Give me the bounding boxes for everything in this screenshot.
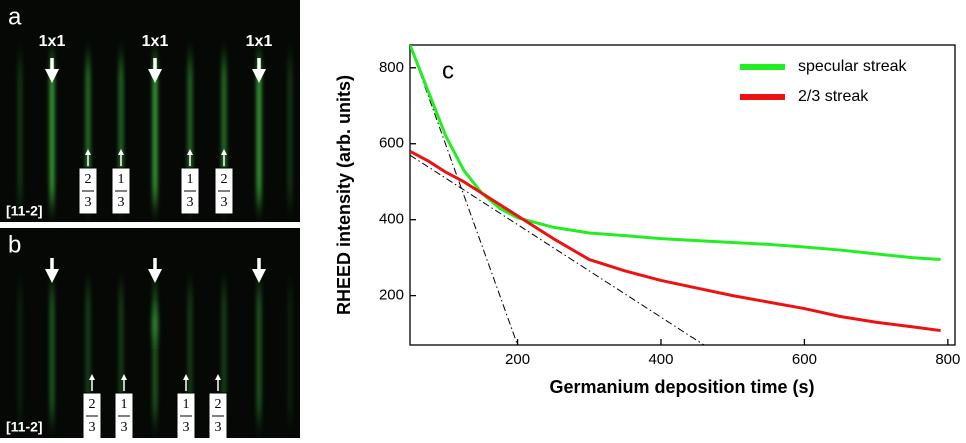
fraction-numerator: 1	[183, 397, 190, 412]
diffraction-streak	[18, 60, 22, 202]
reconstruction-label: 1x1	[142, 33, 169, 50]
fraction-numerator: 2	[215, 397, 222, 412]
diffraction-streak	[257, 288, 261, 418]
x-tick-label: 200	[505, 351, 530, 368]
diffraction-streak	[86, 288, 90, 418]
fraction-numerator: 1	[121, 397, 128, 412]
diffraction-streak	[50, 288, 54, 418]
fraction-numerator: 1	[118, 172, 125, 187]
fraction-numerator: 1	[187, 172, 194, 187]
panel-label: b	[8, 231, 21, 258]
fraction-denominator: 3	[118, 195, 125, 210]
data-line	[410, 150, 941, 333]
x-axis-title: Germanium deposition time (s)	[549, 377, 814, 397]
diffraction-streak	[153, 60, 157, 202]
y-tick-label: 400	[379, 211, 404, 228]
legend-label: specular streak	[798, 58, 907, 75]
fraction-denominator: 3	[121, 420, 128, 435]
y-tick-label: 800	[379, 59, 404, 76]
fraction-denominator: 3	[183, 420, 190, 435]
diffraction-streak	[288, 60, 292, 202]
data-line	[410, 45, 941, 262]
diffraction-streak	[188, 60, 192, 202]
guide-line	[410, 45, 519, 345]
diffraction-streak	[50, 60, 54, 202]
direction-label: [11-2]	[6, 419, 43, 435]
plot-area	[410, 45, 941, 345]
diffraction-streak	[119, 60, 123, 202]
diffraction-streak	[188, 288, 192, 418]
fraction-denominator: 3	[215, 420, 222, 435]
diffraction-streak	[222, 60, 226, 202]
direction-label: [11-2]	[6, 203, 43, 219]
rheed-image	[0, 228, 300, 438]
diffraction-streak	[86, 60, 90, 202]
rheed-panels: a [11-2] 1x1 1x1 1x1 2 3 1 3 1 3 2 3 b [11-2] 2 3 1 3 1 3 2 3	[0, 0, 300, 440]
x-tick-label: 400	[648, 351, 673, 368]
reconstruction-label: 1x1	[246, 33, 273, 50]
fraction-denominator: 3	[85, 195, 92, 210]
x-tick-label: 800	[935, 351, 960, 368]
guide-line	[410, 154, 705, 345]
y-tick-label: 600	[379, 135, 404, 152]
diffraction-streak	[18, 288, 22, 418]
fraction-numerator: 2	[89, 397, 96, 412]
fraction-denominator: 3	[187, 195, 194, 210]
y-tick-label: 200	[379, 287, 404, 304]
fraction-numerator: 2	[85, 172, 92, 187]
plot-frame	[409, 44, 956, 346]
reconstruction-label: 1x1	[39, 33, 66, 50]
panel-label: c	[442, 57, 454, 84]
legend-label: 2/3 streak	[798, 88, 869, 105]
diffraction-streak	[222, 288, 226, 418]
fraction-numerator: 2	[221, 172, 228, 187]
x-tick-label: 600	[792, 351, 817, 368]
fraction-denominator: 3	[89, 420, 96, 435]
diffraction-streak	[257, 60, 261, 202]
diffraction-streak	[119, 288, 123, 418]
panel-label: a	[8, 3, 22, 30]
diffraction-streak	[153, 288, 157, 418]
diffraction-spot	[151, 317, 159, 333]
diffraction-streak	[288, 288, 292, 418]
fraction-denominator: 3	[221, 195, 228, 210]
y-axis-title: RHEED intensity (arb. units)	[334, 75, 354, 315]
